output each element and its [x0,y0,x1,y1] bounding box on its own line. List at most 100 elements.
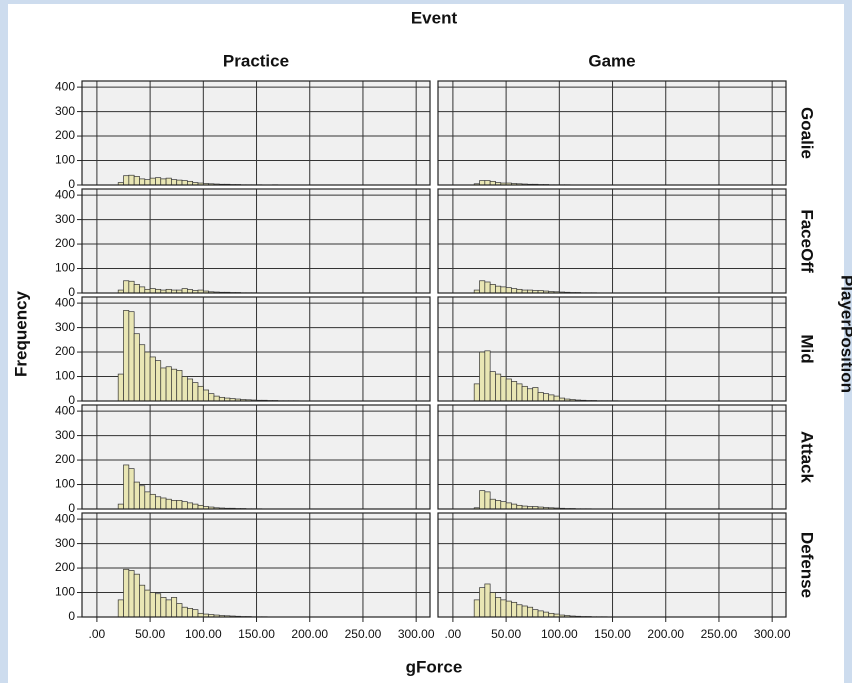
bar [171,500,178,510]
panel-border [437,404,787,510]
x-tick-label: 250.00 [345,627,382,641]
panel-background [82,189,430,293]
bar [537,392,544,402]
bar [123,175,130,186]
x-tick-label: 100.00 [185,627,222,641]
bar [511,503,518,510]
bar [128,280,135,294]
bar [511,601,518,618]
y-tick-label: 200 [55,452,75,466]
bar [187,608,194,618]
bar [197,385,204,402]
bar [160,597,167,618]
bar [187,378,194,402]
column-header: Game [588,51,635,70]
bar [160,497,167,510]
bar [484,350,491,402]
bar [192,382,199,402]
bar [505,600,512,618]
bar [176,500,183,510]
x-axis-label: gForce [406,657,463,676]
bar [479,490,486,510]
bar [144,179,151,186]
x-tick-label: 150.00 [594,627,631,641]
y-tick-label: 0 [68,501,75,515]
y-tick-label: 0 [68,285,75,299]
bar [155,593,162,618]
bar [181,180,188,186]
bar [505,502,512,510]
bar [479,587,486,618]
bar [139,584,146,618]
x-tick-label: 100.00 [541,627,578,641]
bar [139,344,146,402]
bar [505,378,512,402]
bar [176,603,183,618]
y-tick-label: 200 [55,128,75,142]
bar [144,351,151,402]
bar [128,468,135,510]
bar [165,366,172,402]
bar [144,589,151,618]
bar [133,284,140,294]
y-tick-label: 300 [55,104,75,118]
y-tick-label: 400 [55,403,75,417]
row-header: FaceOff [798,209,817,273]
panel-border [437,188,787,294]
bar [117,373,124,402]
bar [139,286,146,294]
bar [149,177,156,186]
bar [192,503,199,510]
x-tick-label: .00 [89,627,106,641]
bar [144,491,151,510]
bar [213,395,220,402]
x-tick-label: 200.00 [647,627,684,641]
bar [149,493,156,510]
y-tick-label: 0 [68,177,75,191]
y-tick-label: 300 [55,428,75,442]
bar [123,464,130,510]
panel-background [438,81,786,185]
bar [473,383,480,402]
bar [155,496,162,510]
bar [500,286,507,294]
bar [117,599,124,618]
row-header: Mid [798,334,817,363]
x-tick-label: 200.00 [291,627,328,641]
bar [527,388,534,402]
y-tick-label: 100 [55,261,75,275]
bar [149,356,156,402]
y-tick-label: 100 [55,585,75,599]
x-tick-label: 50.00 [491,627,521,641]
bar [133,176,140,186]
panel-border [437,80,787,186]
bar [171,179,178,186]
panel-background [438,405,786,509]
bar [537,610,544,618]
bar [489,284,496,294]
bar [165,177,172,186]
bar [139,178,146,186]
bar [128,174,135,186]
bar [489,498,496,510]
y-tick-label: 400 [55,511,75,525]
panel-border [81,296,431,402]
bar [149,592,156,618]
chart-title: Event [411,8,458,27]
panel-border [437,512,787,618]
bar [484,583,491,618]
bar [553,395,560,402]
bar [516,383,523,402]
bar [155,177,162,186]
y-tick-label: 300 [55,536,75,550]
y-tick-label: 300 [55,212,75,226]
bar [123,280,130,294]
bar [489,371,496,402]
bar [495,373,502,402]
bar [484,491,491,510]
bar [139,485,146,510]
panel-border [81,512,431,618]
bar [489,592,496,618]
bar [479,180,486,186]
